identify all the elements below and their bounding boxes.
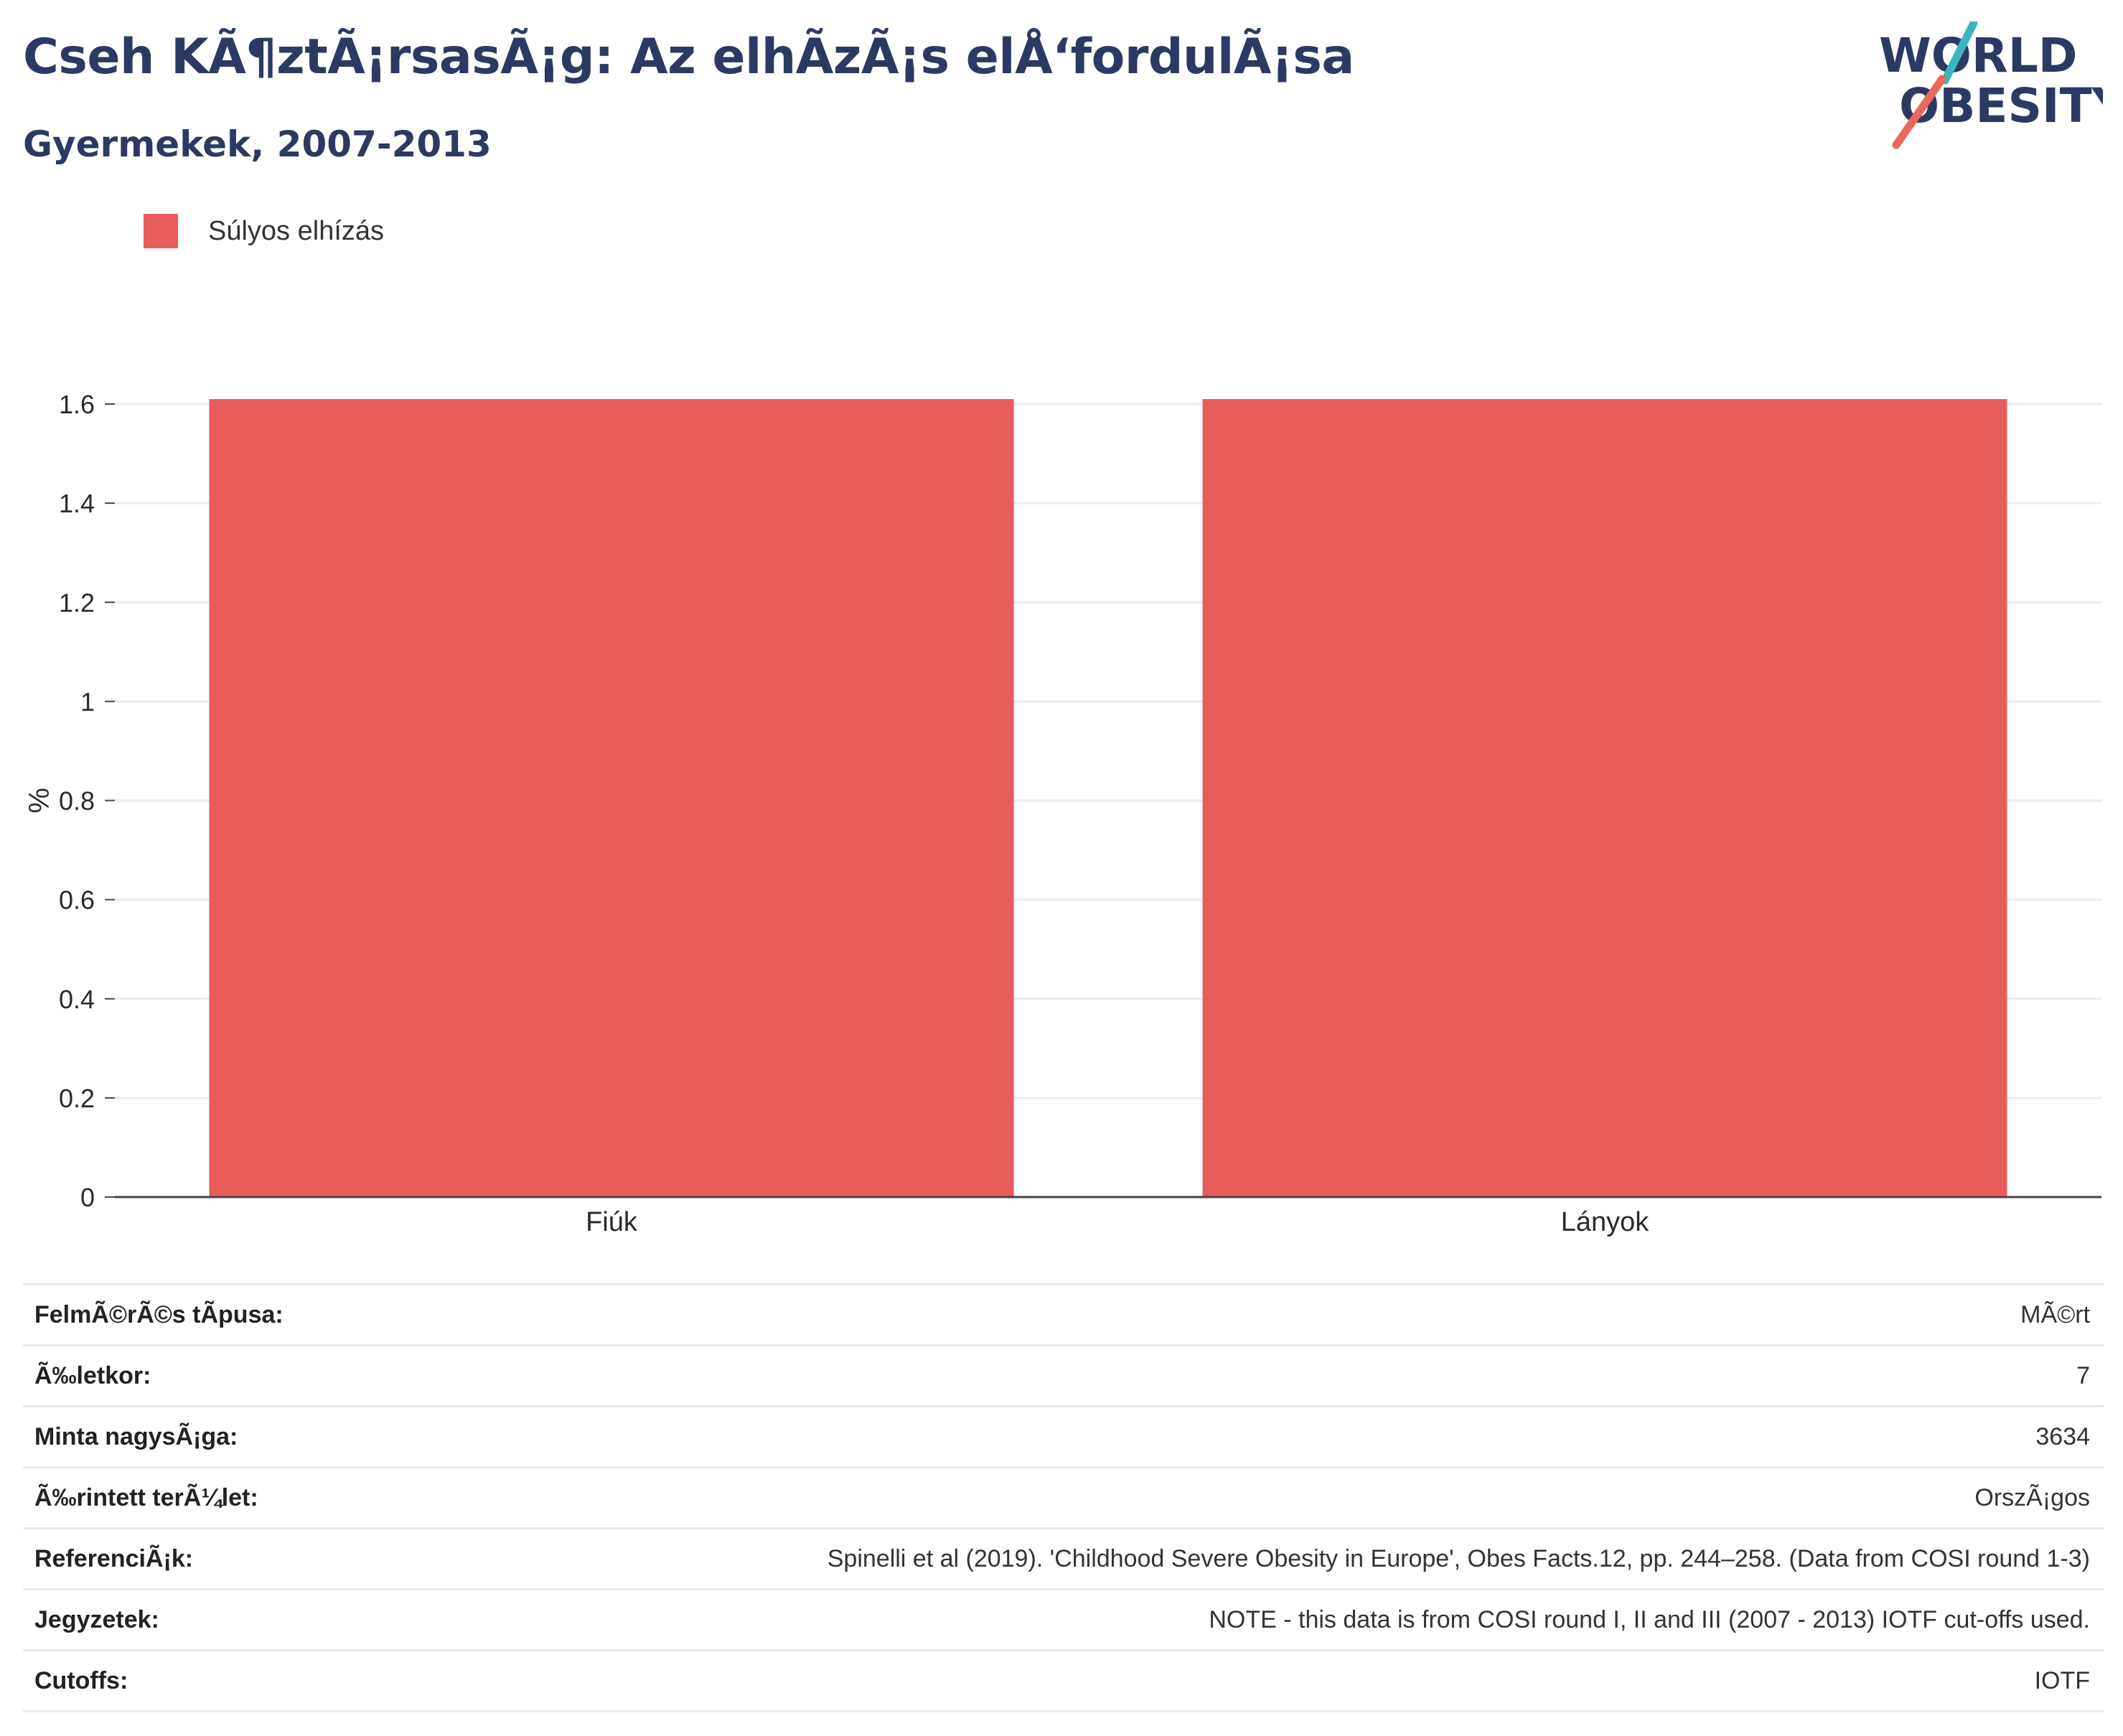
info-row: Jegyzetek: NOTE - this data is from COSI … — [23, 1588, 2104, 1649]
y-tick-label: 0 — [80, 1183, 95, 1212]
info-key: ReferenciÃ¡k: — [34, 1544, 194, 1572]
info-row: Minta nagysÃ¡ga: 3634 — [23, 1405, 2104, 1466]
info-key: Jegyzetek: — [34, 1605, 159, 1633]
y-tick-labels: 0 0.2 0.4 0.6 0.8 1 1.2 1.4 1.6 — [59, 390, 115, 1212]
info-row: Ã‰rintett terÃ¼let: OrszÃ¡gos — [23, 1466, 2104, 1527]
info-key: Ã‰rintett terÃ¼let: — [34, 1483, 258, 1511]
world-obesity-logo: WORLD OBESITY — [1879, 22, 2103, 149]
info-value: 3634 — [2035, 1422, 2090, 1450]
bar-fiúk — [209, 399, 1014, 1197]
info-row: FelmÃ©rÃ©s tÃpusa: MÃ©rt — [23, 1283, 2104, 1344]
info-value: MÃ©rt — [2020, 1300, 2090, 1328]
bar-lányok — [1202, 399, 2007, 1197]
y-tick-label: 1.2 — [59, 588, 95, 617]
y-tick-label: 0.6 — [59, 886, 95, 915]
info-row: ReferenciÃ¡k: Spinelli et al (2019). 'Chi… — [23, 1527, 2104, 1588]
info-value: IOTF — [2034, 1666, 2090, 1694]
chart-title: Cseh KÃ¶ztÃ¡rsasÃ¡g: Az elhÃ­zÃ¡s elÅ‘fo… — [23, 29, 1354, 85]
info-value: 7 — [2076, 1361, 2090, 1389]
x-tick-labels: Fiúk Lányok — [586, 1207, 1649, 1237]
logo-coral-slash — [1892, 75, 1946, 149]
logo-line1: WORLD — [1879, 28, 2078, 83]
info-key: Cutoffs: — [34, 1666, 128, 1694]
info-row: Ã‰letkor: 7 — [23, 1344, 2104, 1405]
bars — [209, 399, 2007, 1197]
y-tick-label: 0.8 — [59, 787, 95, 816]
info-key: Minta nagysÃ¡ga: — [34, 1422, 238, 1450]
chart-legend: Súlyos elhízás — [144, 214, 384, 248]
info-row: Cutoffs: IOTF — [23, 1649, 2104, 1712]
y-tick-label: 1.4 — [59, 489, 95, 518]
y-tick-label: 1.6 — [59, 390, 95, 419]
x-tick-label: Lányok — [1561, 1207, 1650, 1237]
y-tick-label: 0.4 — [59, 985, 95, 1014]
y-axis-label: % — [24, 788, 55, 814]
info-value: Spinelli et al (2019). 'Childhood Severe… — [827, 1544, 2090, 1572]
info-table: FelmÃ©rÃ©s tÃpusa: MÃ©rt Ã‰letkor: 7 Minta n… — [23, 1283, 2104, 1712]
x-tick-label: Fiúk — [586, 1207, 638, 1237]
y-tick-label: 0.2 — [59, 1084, 95, 1113]
chart-subtitle: Gyermekek, 2007-2013 — [23, 123, 492, 165]
logo-teal-slash — [1941, 22, 1978, 85]
bar-chart: 0 0.2 0.4 0.6 0.8 1 1.2 1.4 1.6 Fiúk Lányok % — [24, 390, 2101, 1237]
y-tick-label: 1 — [80, 687, 95, 716]
info-key: FelmÃ©rÃ©s tÃpusa: — [34, 1300, 283, 1328]
info-value: OrszÃ¡gos — [1974, 1483, 2090, 1511]
legend-label: Súlyos elhízás — [208, 215, 385, 246]
info-key: Ã‰letkor: — [34, 1361, 151, 1389]
info-value: NOTE - this data is from COSI round I, I… — [1209, 1605, 2090, 1633]
legend-swatch — [144, 214, 178, 248]
